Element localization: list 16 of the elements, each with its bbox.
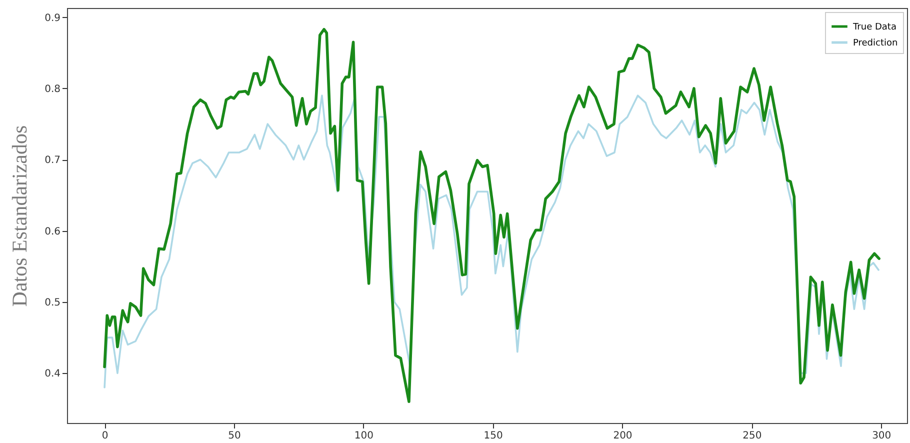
x-tick-label: 50 (228, 430, 241, 442)
y-tick-label: 0.6 (44, 226, 60, 238)
legend-label: True Data (852, 22, 896, 32)
x-tick-label: 100 (354, 430, 374, 442)
y-tick-label: 0.5 (44, 297, 60, 308)
y-tick-label: 0.9 (44, 12, 60, 24)
x-tick-label: 150 (484, 430, 503, 442)
x-tick-label: 200 (613, 430, 632, 442)
y-tick-label: 0.8 (44, 84, 60, 95)
x-tick-label: 300 (872, 430, 892, 442)
legend-label: Prediction (853, 38, 898, 48)
x-tick-label: 0 (102, 430, 108, 442)
x-tick-label: 250 (742, 430, 762, 442)
y-tick-label: 0.7 (44, 155, 60, 166)
y-axis-title: Datos Estandarizados (8, 125, 32, 307)
y-tick-label: 0.4 (44, 368, 60, 380)
